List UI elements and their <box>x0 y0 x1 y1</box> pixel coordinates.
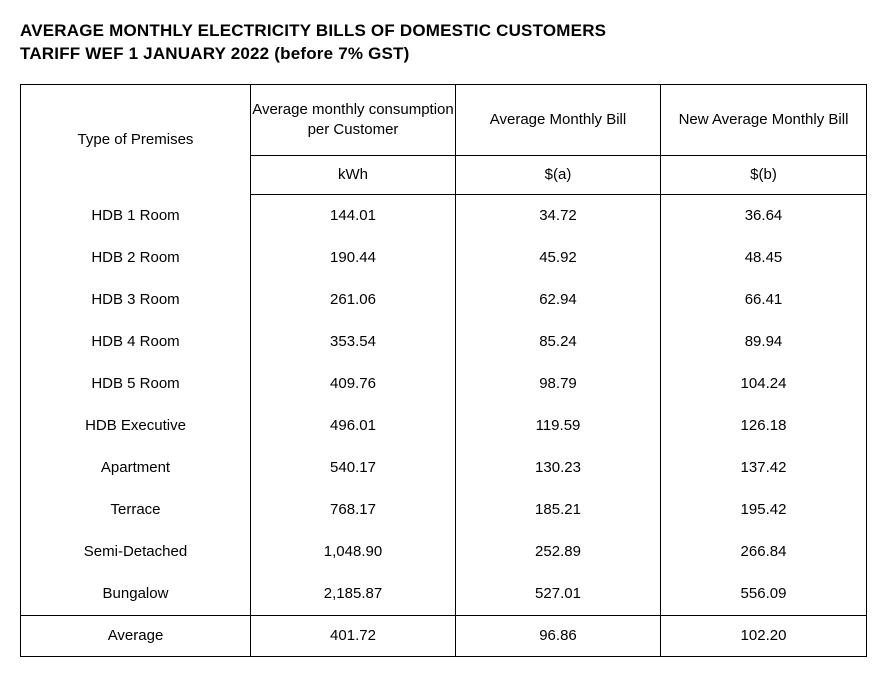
cell-premises: Apartment <box>21 447 251 489</box>
cell-premises: Terrace <box>21 489 251 531</box>
cell-bill: 252.89 <box>456 531 661 573</box>
table-row: HDB 5 Room409.7698.79104.24 <box>21 363 867 405</box>
table-row: HDB 4 Room353.5485.2489.94 <box>21 321 867 363</box>
cell-kwh: 144.01 <box>251 194 456 237</box>
title-line-2: TARIFF WEF 1 JANUARY 2022 (before 7% GST… <box>20 43 869 66</box>
electricity-bills-table: Type of Premises Average monthly consump… <box>20 84 867 657</box>
cell-newbill: 266.84 <box>661 531 867 573</box>
cell-premises: HDB 3 Room <box>21 279 251 321</box>
avg-cell-newbill: 102.20 <box>661 615 867 656</box>
cell-bill: 85.24 <box>456 321 661 363</box>
cell-premises: HDB 4 Room <box>21 321 251 363</box>
cell-newbill: 89.94 <box>661 321 867 363</box>
unit-new-avg-bill: $(b) <box>661 155 867 194</box>
table-row: HDB Executive496.01119.59126.18 <box>21 405 867 447</box>
header-consumption: Average monthly consumption per Customer <box>251 84 456 155</box>
cell-kwh: 190.44 <box>251 237 456 279</box>
cell-premises: HDB Executive <box>21 405 251 447</box>
cell-newbill: 104.24 <box>661 363 867 405</box>
unit-consumption: kWh <box>251 155 456 194</box>
avg-cell-premises: Average <box>21 615 251 656</box>
cell-kwh: 261.06 <box>251 279 456 321</box>
cell-bill: 130.23 <box>456 447 661 489</box>
cell-premises: Bungalow <box>21 573 251 616</box>
cell-newbill: 48.45 <box>661 237 867 279</box>
cell-bill: 527.01 <box>456 573 661 616</box>
cell-bill: 62.94 <box>456 279 661 321</box>
avg-cell-kwh: 401.72 <box>251 615 456 656</box>
cell-kwh: 2,185.87 <box>251 573 456 616</box>
average-row: Average401.7296.86102.20 <box>21 615 867 656</box>
cell-bill: 119.59 <box>456 405 661 447</box>
header-new-avg-bill: New Average Monthly Bill <box>661 84 867 155</box>
cell-kwh: 496.01 <box>251 405 456 447</box>
cell-newbill: 126.18 <box>661 405 867 447</box>
unit-avg-bill: $(a) <box>456 155 661 194</box>
cell-kwh: 409.76 <box>251 363 456 405</box>
title-line-1: AVERAGE MONTHLY ELECTRICITY BILLS OF DOM… <box>20 20 869 43</box>
header-row-labels: Type of Premises Average monthly consump… <box>21 84 867 155</box>
cell-premises: HDB 5 Room <box>21 363 251 405</box>
table-row: HDB 3 Room261.0662.9466.41 <box>21 279 867 321</box>
header-avg-bill: Average Monthly Bill <box>456 84 661 155</box>
cell-newbill: 36.64 <box>661 194 867 237</box>
cell-bill: 45.92 <box>456 237 661 279</box>
cell-premises: Semi-Detached <box>21 531 251 573</box>
cell-newbill: 137.42 <box>661 447 867 489</box>
cell-premises: HDB 1 Room <box>21 194 251 237</box>
table-row: Semi-Detached1,048.90252.89266.84 <box>21 531 867 573</box>
cell-newbill: 66.41 <box>661 279 867 321</box>
table-row: HDB 1 Room144.0134.7236.64 <box>21 194 867 237</box>
cell-kwh: 1,048.90 <box>251 531 456 573</box>
cell-kwh: 353.54 <box>251 321 456 363</box>
cell-newbill: 556.09 <box>661 573 867 616</box>
table-row: HDB 2 Room190.4445.9248.45 <box>21 237 867 279</box>
cell-newbill: 195.42 <box>661 489 867 531</box>
cell-kwh: 540.17 <box>251 447 456 489</box>
header-premises: Type of Premises <box>21 84 251 194</box>
cell-kwh: 768.17 <box>251 489 456 531</box>
table-row: Apartment540.17130.23137.42 <box>21 447 867 489</box>
cell-bill: 185.21 <box>456 489 661 531</box>
table-row: Bungalow2,185.87527.01556.09 <box>21 573 867 616</box>
table-row: Terrace768.17185.21195.42 <box>21 489 867 531</box>
cell-bill: 34.72 <box>456 194 661 237</box>
page-title: AVERAGE MONTHLY ELECTRICITY BILLS OF DOM… <box>20 20 869 66</box>
cell-bill: 98.79 <box>456 363 661 405</box>
avg-cell-bill: 96.86 <box>456 615 661 656</box>
cell-premises: HDB 2 Room <box>21 237 251 279</box>
